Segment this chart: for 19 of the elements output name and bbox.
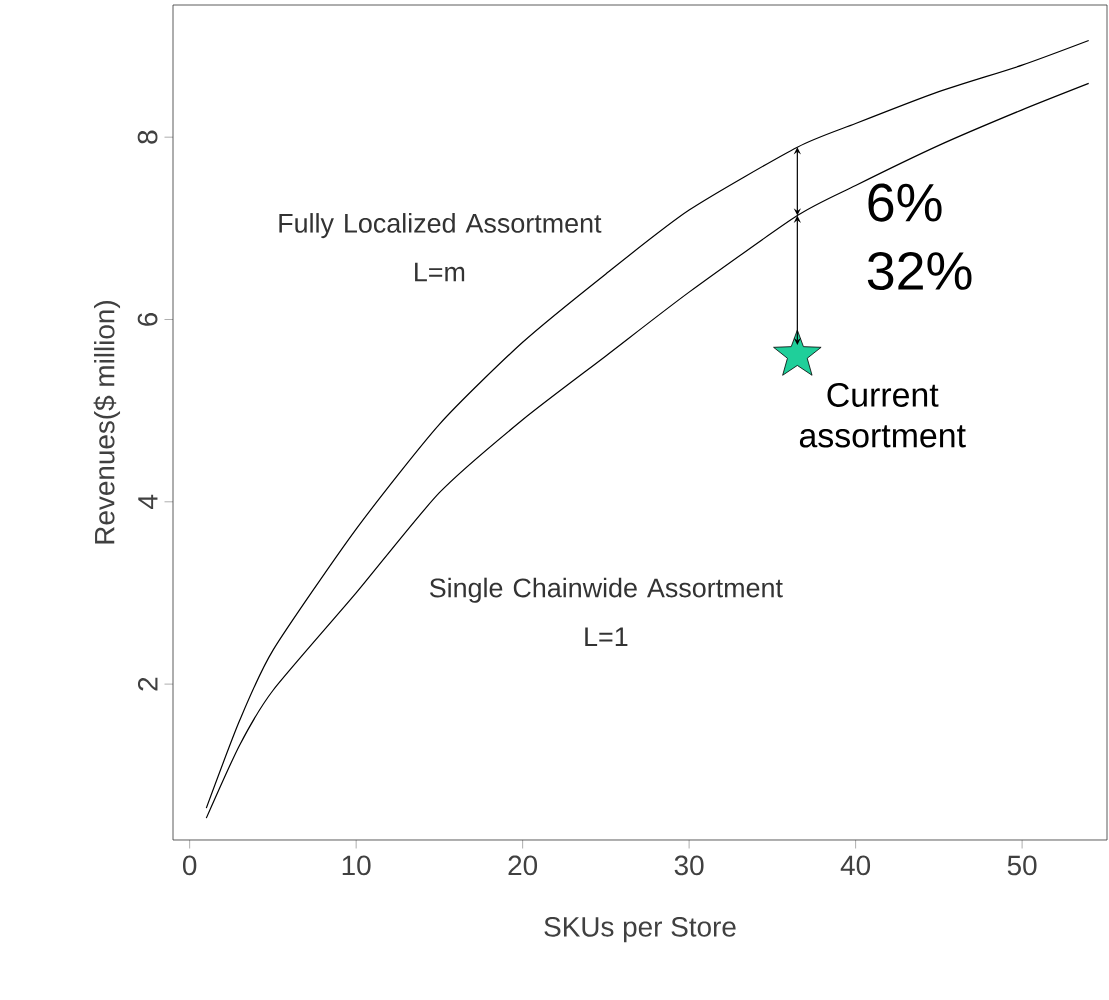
x-tick-label: 20 [508, 855, 538, 876]
y-axis-title: Revenues($ million) [93, 301, 121, 544]
annotation: Current assortment [799, 382, 966, 448]
x-tick-label: 30 [674, 855, 704, 876]
annotation: Single Chainwide Assortment [429, 577, 783, 603]
x-tick-label: 0 [182, 855, 197, 876]
annotation: L=1 [585, 627, 628, 646]
annotation: L=m [415, 262, 465, 282]
y-tick-label: 4 [138, 494, 158, 509]
annotation: 6% [868, 183, 942, 222]
y-tick-label: 6 [137, 312, 158, 326]
y-tick-label: 2 [137, 677, 158, 691]
annotation: Fully Localized Assortment [279, 213, 602, 239]
x-tick-label: 50 [1007, 855, 1037, 876]
annotation: 32% [867, 251, 972, 291]
x-tick-label: 10 [342, 855, 371, 876]
x-axis-title: SKUs per Store [544, 916, 736, 943]
y-tick-label: 8 [137, 130, 158, 144]
x-tick-label: 40 [840, 855, 871, 876]
